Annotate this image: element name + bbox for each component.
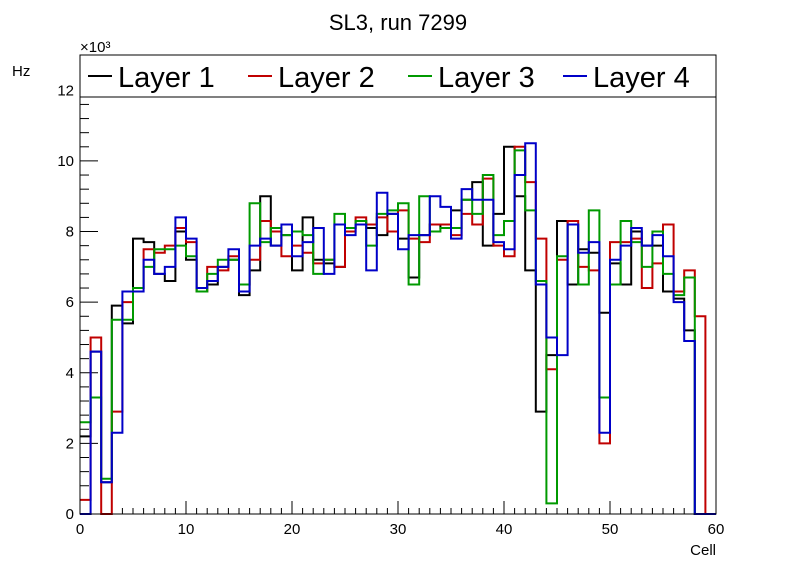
legend-label-layer-3: Layer 3 [438, 62, 535, 94]
legend-label-layer-1: Layer 1 [118, 62, 215, 94]
y-axis-exponent: ×10³ [80, 39, 110, 56]
series-line-layer-1 [80, 145, 716, 515]
x-tick-label: 10 [178, 521, 195, 538]
y-tick-label: 4 [66, 365, 74, 382]
x-axis-label: Cell [690, 542, 716, 559]
series-group [80, 142, 716, 515]
series-line-layer-3 [80, 149, 716, 515]
y-tick-label: 8 [66, 224, 74, 241]
x-tick-label: 20 [284, 521, 301, 538]
x-tick-label: 40 [496, 521, 513, 538]
legend: Layer 1 Layer 2 Layer 3 Layer 4 [79, 54, 717, 98]
axis-ticks: 0 10 20 30 40 50 60 0 2 4 6 8 10 12 [57, 61, 725, 538]
x-tick-label: 60 [708, 521, 725, 538]
y-axis-label: Hz [12, 63, 30, 80]
y-tick-label: 6 [66, 294, 74, 311]
legend-box [79, 54, 717, 98]
x-tick-label: 30 [390, 521, 407, 538]
y-tick-label: 12 [57, 82, 74, 99]
legend-label-layer-2: Layer 2 [278, 62, 375, 94]
series-line-layer-4 [80, 142, 716, 515]
series-line-layer-2 [80, 145, 716, 515]
legend-items: Layer 1 Layer 2 Layer 3 Layer 4 [88, 62, 690, 94]
x-tick-label: 0 [76, 521, 84, 538]
y-tick-label: 10 [57, 153, 74, 170]
x-tick-label: 50 [602, 521, 619, 538]
y-tick-label: 0 [66, 506, 74, 523]
chart-title: SL3, run 7299 [329, 10, 467, 35]
legend-label-layer-4: Layer 4 [593, 62, 690, 94]
y-tick-label: 2 [66, 435, 74, 452]
